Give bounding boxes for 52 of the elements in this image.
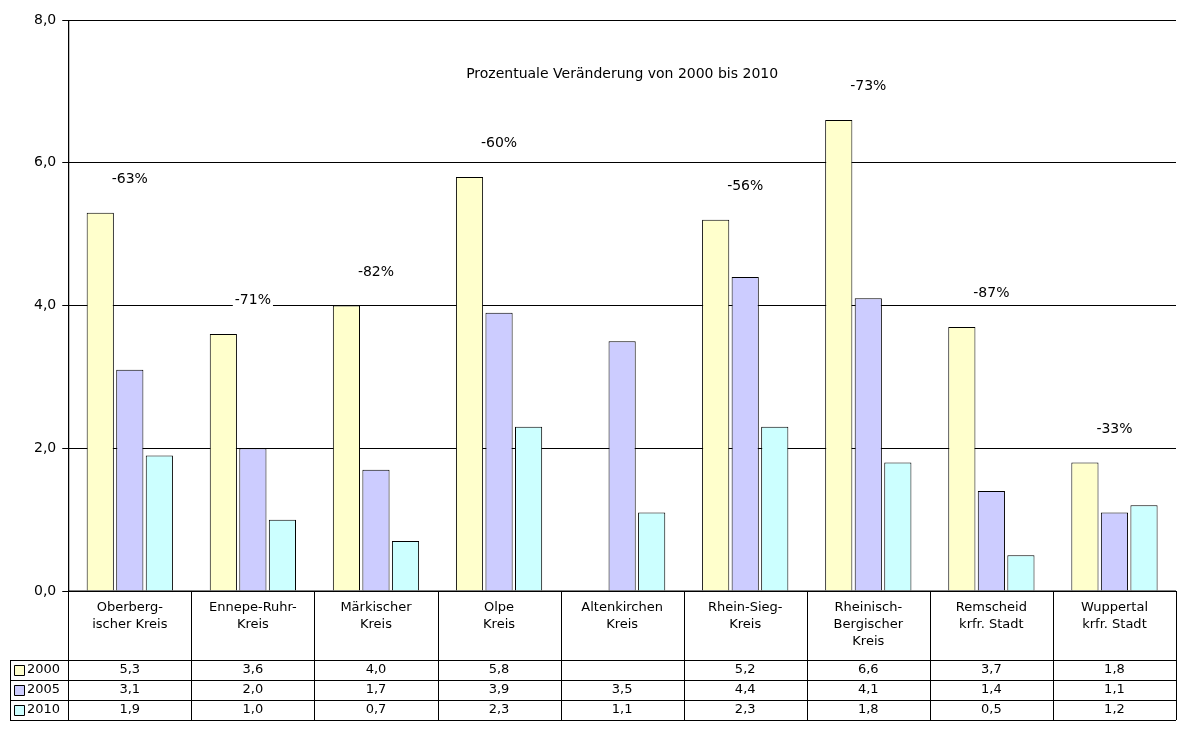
data-label: 2,0 (242, 681, 264, 697)
data-label: 4,1 (857, 681, 879, 697)
data-label: 6,6 (857, 661, 879, 677)
annotation: -63% (111, 169, 148, 186)
x-tick-label: Remscheid krfr. Stadt (955, 598, 1027, 631)
data-label: 0,7 (365, 701, 387, 717)
data-label: 1,1 (611, 701, 633, 717)
y-tick-label: 6,0 (34, 153, 57, 170)
data-label: 5,2 (734, 661, 756, 677)
x-tick-label: Rheinisch- Bergischer Kreis (833, 598, 904, 648)
x-tick-label: Oberberg- ischer Kreis (92, 598, 168, 631)
y-tick-label: 8,0 (34, 10, 57, 27)
data-label: 3,6 (242, 661, 264, 677)
annotation: -73% (850, 76, 887, 93)
data-label: 3,7 (981, 661, 1002, 677)
data-label: 1,2 (1104, 701, 1125, 717)
data-label: 3,9 (488, 681, 510, 697)
legend-label: 2010 (27, 701, 61, 717)
x-tick-label: Altenkirchen Kreis (581, 598, 663, 631)
legend-label: 2005 (27, 681, 61, 697)
x-tick-label: Olpe Kreis (483, 598, 516, 631)
annotation: -82% (357, 262, 395, 279)
x-tick-label: Wuppertal krfr. Stadt (1080, 598, 1149, 631)
data-label: 0,5 (981, 701, 1002, 717)
data-label: 3,5 (611, 681, 633, 697)
y-tick-label: 2,0 (34, 438, 57, 455)
y-tick-label: 4,0 (34, 296, 57, 313)
annotation: -87% (973, 283, 1010, 300)
data-label: 1,7 (365, 681, 387, 697)
data-label: 1,4 (981, 681, 1002, 697)
data-label: 3,1 (119, 681, 141, 697)
data-label: 1,9 (119, 701, 141, 717)
x-tick-label: Rhein-Sieg- Kreis (707, 598, 783, 631)
data-label: 4,4 (734, 681, 756, 697)
data-label: 2,3 (488, 701, 510, 717)
data-label: 4,0 (365, 661, 387, 677)
legend-label: 2000 (27, 661, 61, 677)
data-label: 5,3 (119, 661, 141, 677)
annotation: -71% (234, 291, 271, 308)
data-label: 5,8 (488, 661, 510, 677)
annotation: -33% (1096, 419, 1133, 436)
data-label: 1,0 (242, 701, 264, 717)
annotation: -56% (727, 176, 764, 193)
data-label: 1,8 (857, 701, 879, 717)
annotation: Prozentuale Veränderung von 2000 bis 2010 (466, 65, 779, 81)
y-tick-label: 0,0 (34, 581, 57, 598)
annotation: -60% (480, 134, 518, 151)
data-label: 1,8 (1104, 661, 1125, 677)
data-label: 2,3 (734, 701, 756, 717)
x-tick-label: Ennepe-Ruhr- Kreis (209, 598, 298, 631)
data-label: 1,1 (1104, 681, 1125, 697)
x-tick-label: Märkischer Kreis (340, 598, 413, 631)
